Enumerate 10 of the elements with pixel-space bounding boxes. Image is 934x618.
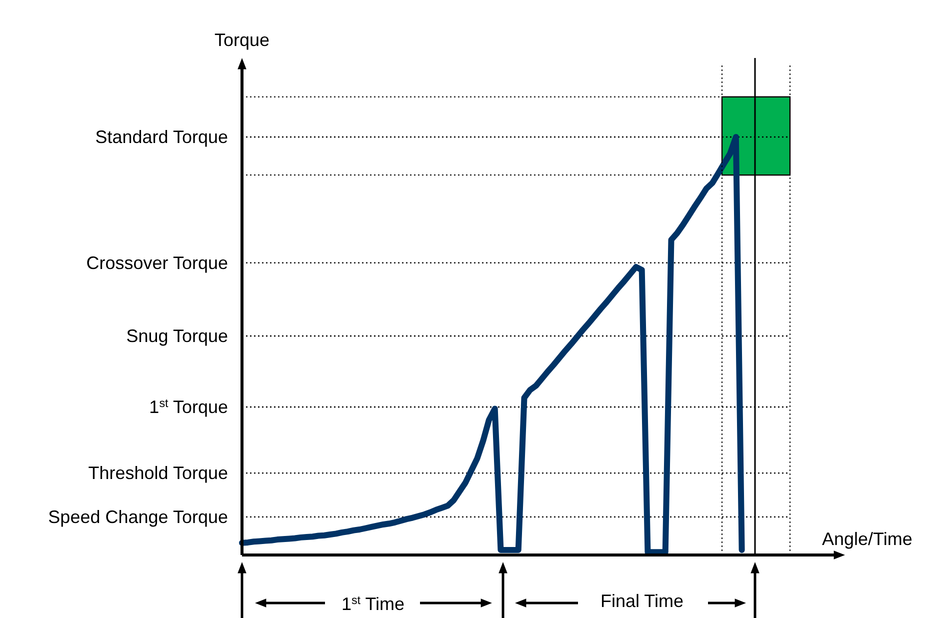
text: Final Time xyxy=(600,591,684,611)
y-axis-title: Torque xyxy=(214,30,270,50)
ref-line-label: Snug Torque xyxy=(126,326,228,346)
ref-line-label: Crossover Torque xyxy=(86,252,228,273)
x-axis-title: Angle/Time xyxy=(822,529,912,549)
ref-line-label: Speed Change Torque xyxy=(48,506,228,527)
ref-line-label: Standard Torque xyxy=(95,127,228,147)
ref-line-label: 1$^{st}$ Torque xyxy=(149,396,228,418)
text: 1$^{st}$ Time xyxy=(341,594,405,614)
ref-line-label: Threshold Torque xyxy=(88,463,228,484)
